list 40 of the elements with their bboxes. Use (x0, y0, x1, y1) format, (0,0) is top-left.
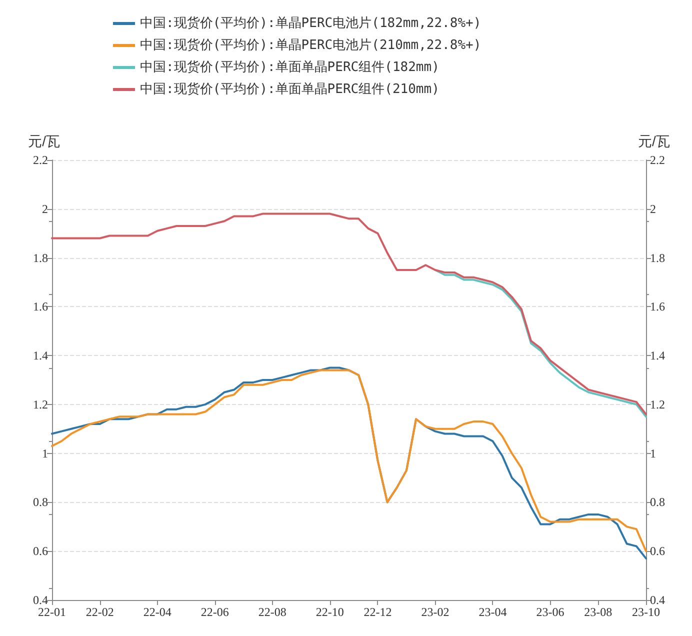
y2-tick-label: 1 (650, 446, 656, 460)
y-tick-label: 1.4 (33, 348, 48, 363)
x-tick-label: 23-04 (478, 605, 507, 619)
y2-tick-label: 1.2 (650, 397, 665, 412)
y2-tick-label: 2.2 (650, 153, 665, 167)
y2-tick-label: 0.6 (650, 544, 665, 558)
x-tick-label: 22-12 (364, 605, 392, 619)
y2-axis-title: 元/瓦 (638, 133, 670, 149)
y2-tick-label: 2 (650, 202, 656, 216)
line-series (434, 269, 647, 418)
y-tick-label: 0.4 (33, 593, 48, 607)
x-tick-label: 22-08 (258, 605, 286, 619)
legend-label: 中国:现货价(平均价):单面单晶PERC组件(182mm) (140, 60, 440, 75)
y-tick-label: 1 (42, 446, 48, 460)
x-tick-label: 23-08 (584, 605, 612, 619)
x-tick-label: 23-02 (421, 605, 450, 619)
y-tick-label: 0.8 (33, 495, 48, 510)
y-tick-label: 1.6 (33, 300, 48, 314)
x-tick-label: 22-04 (143, 605, 172, 619)
x-tick-label: 22-06 (200, 605, 229, 619)
y-tick-label: 1.2 (33, 397, 48, 412)
y-axis-title: 元/瓦 (28, 133, 60, 149)
x-tick-label: 22-01 (38, 605, 66, 619)
y2-tick-label: 0.8 (650, 495, 665, 510)
x-tick-label: 22-02 (86, 605, 114, 619)
legend-label: 中国:现货价(平均价):单晶PERC电池片(182mm,22.8%+) (140, 16, 482, 31)
legend-label: 中国:现货价(平均价):单面单晶PERC组件(210mm) (140, 82, 440, 97)
y-tick-label: 0.6 (33, 544, 48, 558)
y-tick-label: 2 (42, 202, 48, 216)
x-tick-label: 23-06 (536, 605, 564, 619)
y2-tick-label: 1.8 (650, 250, 665, 265)
y2-tick-label: 1.4 (650, 348, 665, 363)
legend-label: 中国:现货价(平均价):单晶PERC电池片(210mm,22.8%+) (140, 38, 482, 53)
y-tick-label: 2.2 (33, 153, 48, 167)
y2-tick-label: 1.6 (650, 300, 665, 314)
y2-tick-label: 0.4 (650, 593, 665, 607)
y-tick-label: 1.8 (33, 250, 48, 265)
line-series (51, 212, 647, 416)
x-tick-label: 22-10 (316, 605, 344, 619)
x-tick-label: 23-10 (632, 605, 660, 619)
